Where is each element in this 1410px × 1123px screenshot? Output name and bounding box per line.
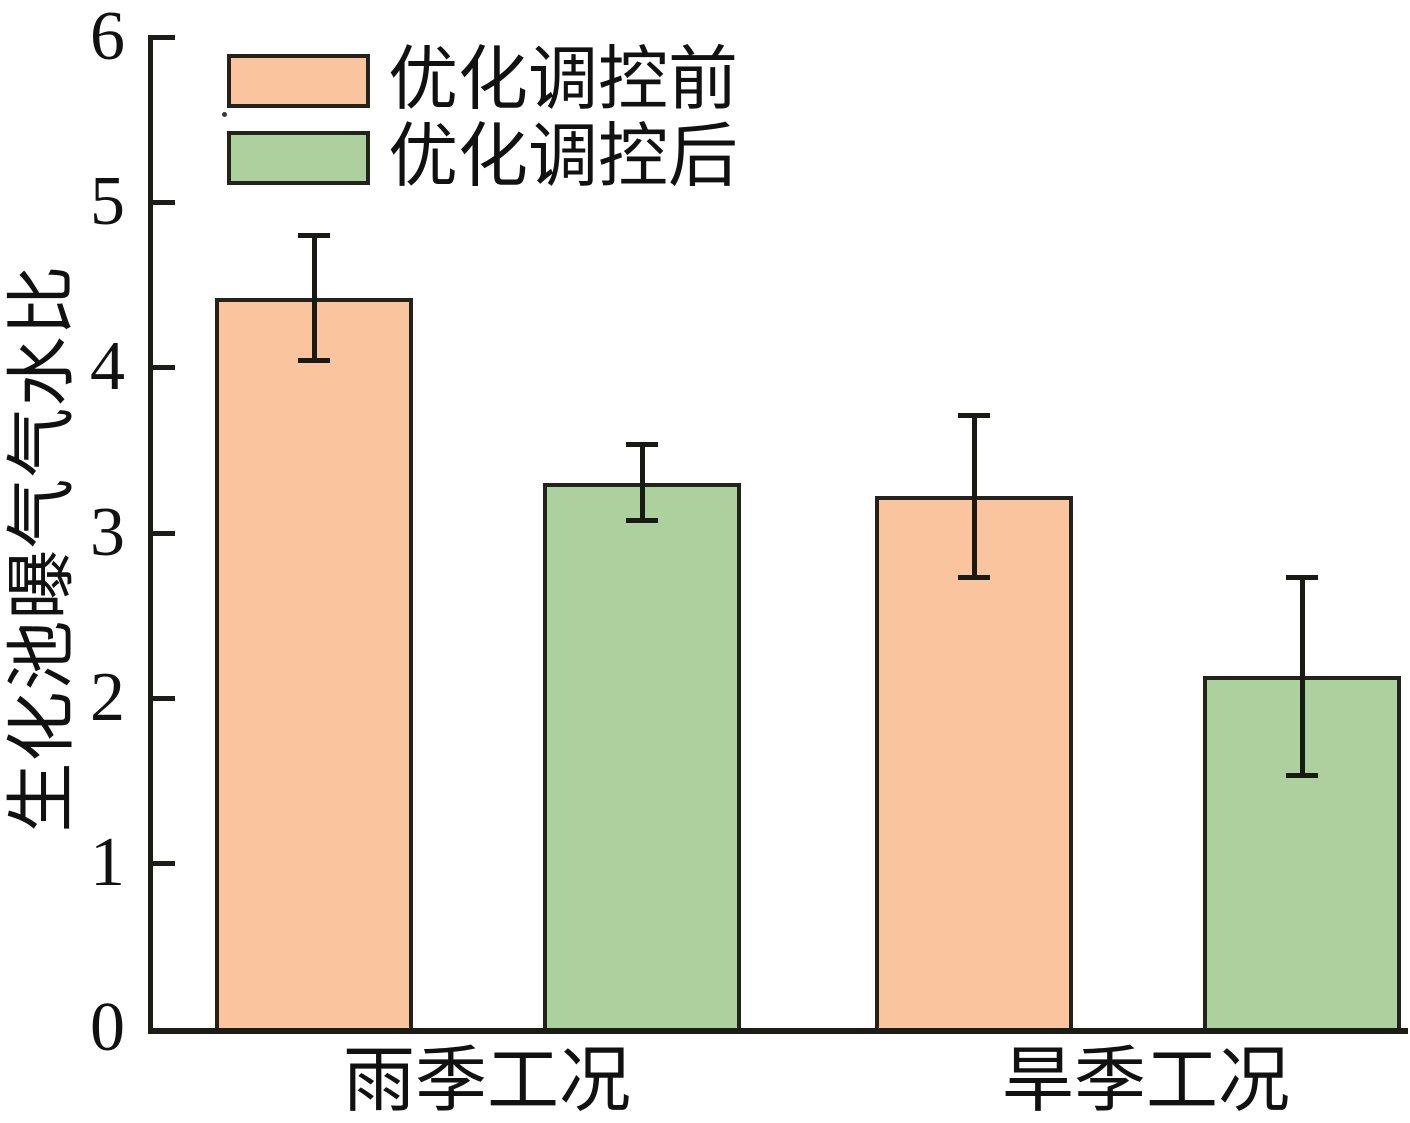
legend-swatch-orange <box>227 53 370 108</box>
y-tick-mark-2 <box>152 695 175 701</box>
error-bar-stem-雨季工况-优化调控前 <box>311 235 317 361</box>
error-bar-stem-雨季工况-优化调控后 <box>639 444 645 521</box>
legend-item-before-optimization: 优化调控前 <box>227 42 738 119</box>
error-bar-stem-旱季工况-优化调控后 <box>1299 577 1305 776</box>
x-tick-label-rainy-season: 雨季工况 <box>342 1041 632 1121</box>
error-bar-cap-bottom-雨季工况-优化调控前 <box>298 358 330 364</box>
legend-swatch-green <box>227 130 370 185</box>
error-bar-cap-top-雨季工况-优化调控前 <box>298 232 330 238</box>
bar-雨季工况-优化调控前 <box>215 297 413 1032</box>
y-tick-mark-3 <box>152 530 175 536</box>
legend-label-after: 优化调控后 <box>388 119 738 196</box>
y-tick-label-5: 5 <box>90 163 125 241</box>
error-bar-cap-top-雨季工况-优化调控后 <box>626 442 658 448</box>
y-tick-label-2: 2 <box>90 658 125 736</box>
legend: 优化调控前 优化调控后 <box>227 42 738 196</box>
bar-旱季工况-优化调控前 <box>875 496 1073 1032</box>
legend-label-before: 优化调控前 <box>388 42 738 119</box>
x-axis-line <box>148 1028 1408 1034</box>
y-tick-label-1: 1 <box>90 823 125 901</box>
error-bar-stem-旱季工况-优化调控前 <box>971 415 977 578</box>
bar-雨季工况-优化调控后 <box>543 482 741 1032</box>
y-tick-mark-5 <box>152 200 175 206</box>
stray-dot-artifact <box>222 112 227 117</box>
error-bar-cap-top-旱季工况-优化调控前 <box>958 412 990 418</box>
legend-item-after-optimization: 优化调控后 <box>227 119 738 196</box>
x-tick-label-dry-season: 旱季工况 <box>1001 1041 1291 1121</box>
error-bar-cap-top-旱季工况-优化调控后 <box>1286 574 1318 580</box>
y-tick-label-6: 6 <box>90 0 125 75</box>
y-tick-mark-1 <box>152 860 175 866</box>
y-axis-line <box>148 35 153 1034</box>
y-tick-mark-4 <box>152 365 175 371</box>
y-tick-label-3: 3 <box>90 493 125 571</box>
y-tick-label-0: 0 <box>90 989 125 1066</box>
error-bar-cap-bottom-旱季工况-优化调控前 <box>958 574 990 580</box>
y-tick-label-4: 4 <box>90 328 125 406</box>
y-tick-mark-6 <box>152 35 175 40</box>
error-bar-cap-bottom-雨季工况-优化调控后 <box>626 518 658 524</box>
error-bar-cap-bottom-旱季工况-优化调控后 <box>1286 772 1318 778</box>
